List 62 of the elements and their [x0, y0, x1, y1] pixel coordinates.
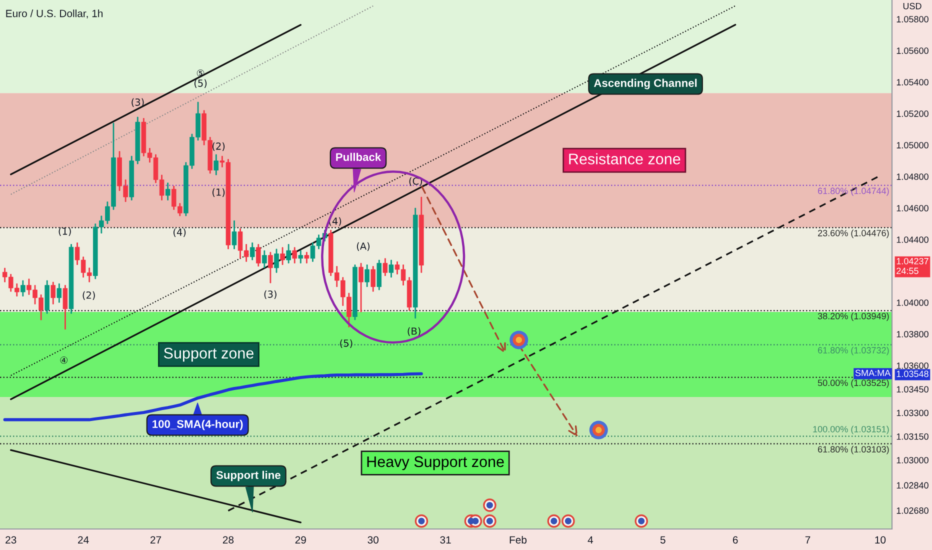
band-label: Support zone [164, 348, 254, 362]
x-tick-label: 30 [368, 536, 378, 544]
ref-line-label: 61.80% (1.04744) [818, 187, 889, 196]
y-tick-label: 1.04400 [896, 236, 928, 243]
y-tick-label: 1.04800 [896, 174, 928, 180]
annotation: (4) [174, 228, 186, 237]
y-tick-label: 1.05800 [896, 16, 928, 22]
y-tick-label: 1.04600 [896, 205, 928, 212]
x-tick-label: 7 [805, 536, 810, 544]
annotation: ⑤ [196, 70, 204, 77]
y-tick-label: 1.02680 [896, 507, 928, 514]
annotation: (B) [408, 327, 420, 336]
y-tick-label: 1.05600 [896, 48, 928, 54]
y-tick-label: 1.03150 [896, 433, 928, 440]
annotation: (5) [340, 339, 352, 348]
annotation: Pullback [336, 152, 382, 161]
y-tick-label: 1.05000 [896, 142, 928, 148]
annotation: 100_SMA(4-hour) [152, 420, 243, 430]
ref-line-label: 38.20% (1.03949) [818, 312, 889, 322]
y-tick-label: 1.03450 [896, 386, 928, 393]
ref-line-label: 50.00% (1.03525) [818, 379, 889, 388]
ref-line-label: 61.80% (1.03103) [818, 446, 889, 454]
x-tick-label: 23 [6, 536, 16, 544]
y-tick-label: 1.03300 [896, 410, 928, 416]
x-tick-label: 5 [660, 536, 666, 544]
y-tick-label: 1.04000 [896, 300, 928, 306]
x-tick-label: 24 [78, 536, 89, 544]
annotation: (1) [58, 227, 71, 236]
annotation: (2) [82, 291, 95, 300]
annotation: Support line [216, 470, 280, 482]
y-tick-label: 1.03800 [896, 331, 928, 338]
ref-line-label: 23.60% (1.04476) [818, 230, 889, 238]
annotation: (3) [264, 290, 276, 299]
x-tick-label: 28 [222, 536, 234, 544]
x-tick-label: 31 [440, 536, 451, 544]
y-tick-label: 1.03548 [896, 370, 928, 378]
ref-line-label: 100.00% (1.03151) [813, 426, 889, 434]
legend-label: SMA:MA [855, 370, 891, 376]
text: Euro / U.S. Dollar, 1h [6, 10, 103, 18]
x-tick-label: Feb [510, 536, 527, 544]
annotation: (A) [356, 242, 370, 251]
y-tick-label: 1.05200 [896, 110, 928, 117]
y-tick-label: 1.03000 [896, 456, 928, 464]
y-tick-label: 1.05400 [896, 79, 928, 86]
annotation: (5) [194, 79, 207, 88]
annotation: Ascending Channel [594, 78, 697, 90]
annotation: (3) [132, 98, 144, 107]
x-tick-label: 29 [295, 536, 306, 544]
annotation: (2) [212, 142, 225, 151]
band-label: Resistance zone [569, 153, 680, 164]
y-tick-label: 1.02840 [896, 482, 928, 489]
x-tick-label: 6 [732, 536, 738, 544]
y-tick-label: 1.03600 [896, 362, 928, 369]
x-tick-label: 4 [588, 536, 594, 544]
x-tick-label: 10 [875, 536, 886, 544]
y-axis-title: USD [903, 2, 922, 10]
band-label: Heavy Support zone [367, 456, 504, 470]
annotation: (1) [212, 188, 225, 197]
x-tick-label: 27 [150, 536, 162, 544]
annotation: ④ [60, 356, 68, 364]
y-tick-label: 1.04237 24:55 [896, 258, 928, 274]
ref-line-label: 61.80% (1.03732) [818, 346, 889, 356]
